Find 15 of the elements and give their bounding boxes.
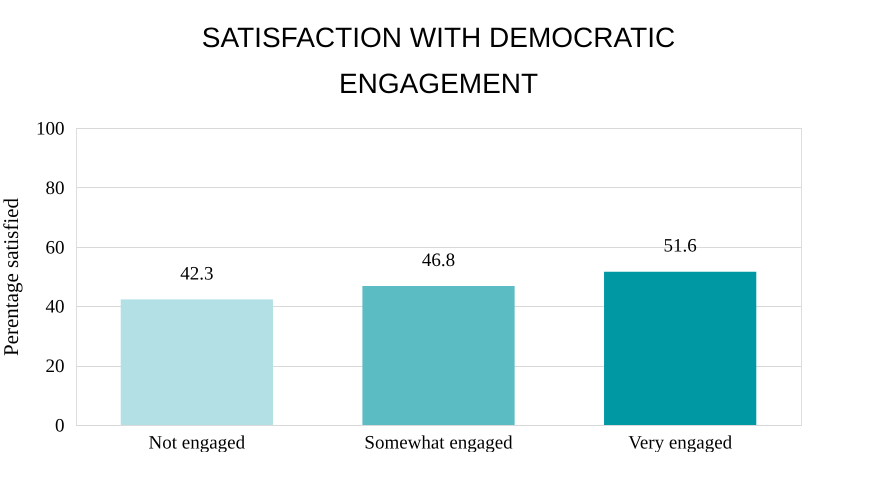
y-tick-label: 60 xyxy=(46,237,64,258)
bar xyxy=(362,286,515,425)
text: ENGAGEMENT xyxy=(338,68,538,99)
data-label: 46.8 xyxy=(422,250,456,272)
y-tick-label: 0 xyxy=(55,416,64,436)
y-axis-title: Perentage satisfied xyxy=(0,197,23,356)
y-tick-label: 80 xyxy=(46,178,64,199)
data-label: 42.3 xyxy=(180,263,214,284)
y-tick-label: 20 xyxy=(46,356,64,378)
bar xyxy=(120,299,273,425)
y-tick-label: 40 xyxy=(46,296,64,318)
data-label: 51.6 xyxy=(664,236,697,257)
bar xyxy=(604,272,756,425)
text: SATISFACTION WITH DEMOCRATIC xyxy=(202,22,676,53)
y-tick-label: 100 xyxy=(36,118,64,140)
